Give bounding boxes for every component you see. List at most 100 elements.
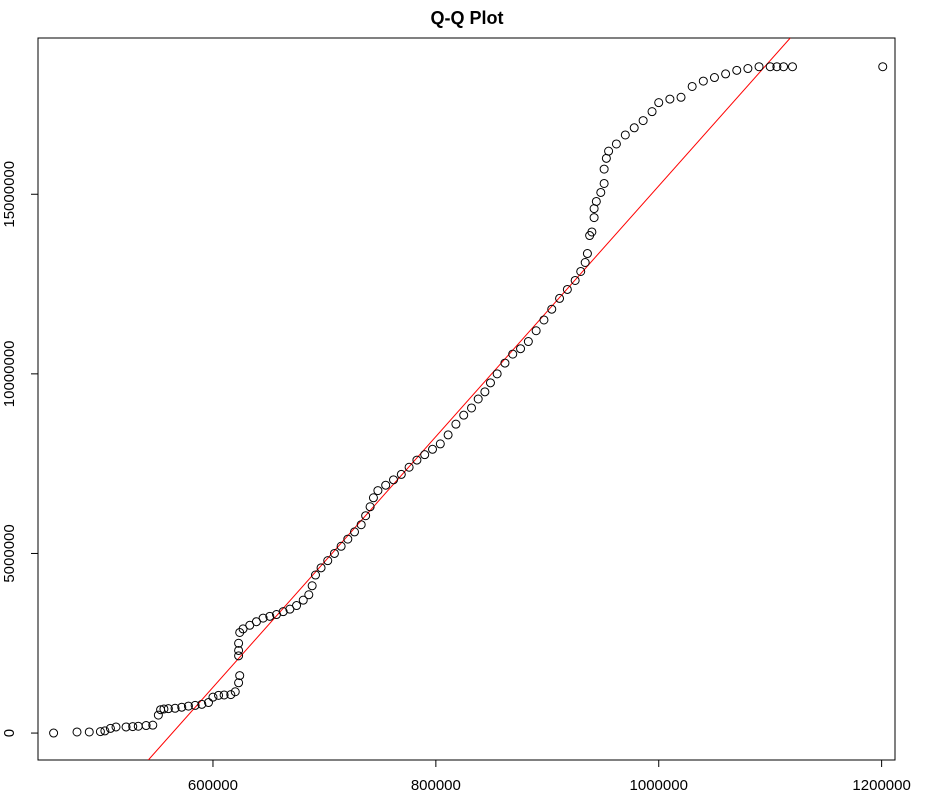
data-point	[226, 690, 236, 700]
data-point	[599, 164, 609, 174]
data-point	[230, 687, 240, 697]
data-point	[159, 704, 169, 714]
data-point	[368, 493, 378, 503]
x-tick-label: 1000000	[630, 777, 688, 794]
data-point	[580, 258, 590, 268]
data-point	[84, 727, 94, 737]
data-point	[208, 692, 218, 702]
data-point	[343, 534, 353, 544]
data-point	[214, 690, 224, 700]
data-point	[72, 727, 82, 737]
data-point	[105, 723, 115, 733]
plot-frame	[37, 37, 896, 761]
data-point	[539, 315, 549, 325]
data-point	[587, 227, 597, 237]
data-point	[304, 590, 314, 600]
x-tick-label: 1200000	[852, 777, 910, 794]
data-point	[389, 475, 399, 485]
data-point	[721, 69, 731, 79]
data-point	[428, 444, 438, 454]
data-point	[219, 690, 229, 700]
data-point	[111, 722, 121, 732]
data-point	[743, 64, 753, 74]
data-point	[787, 62, 797, 72]
data-point	[316, 563, 326, 573]
data-point	[396, 469, 406, 479]
data-point	[381, 480, 391, 490]
data-point	[412, 455, 422, 465]
data-point	[292, 601, 302, 611]
data-point	[153, 710, 163, 720]
data-point	[709, 73, 719, 83]
data-point	[779, 62, 789, 72]
data-point	[163, 704, 173, 714]
data-point	[732, 65, 742, 75]
reference-line	[147, 38, 791, 760]
data-point	[170, 703, 180, 713]
data-point	[772, 62, 782, 72]
data-point	[365, 502, 375, 512]
data-point	[435, 439, 445, 449]
data-point	[516, 344, 526, 354]
y-tick-label: 5000000	[1, 524, 18, 582]
x-tick-label: 600000	[188, 777, 238, 794]
data-point	[638, 116, 648, 126]
data-point	[451, 419, 461, 429]
data-point	[141, 721, 151, 731]
y-tick-label: 10000000	[1, 340, 18, 407]
data-point	[310, 570, 320, 580]
data-point	[687, 81, 697, 91]
data-point	[589, 213, 599, 223]
data-point	[459, 410, 469, 420]
data-point	[570, 275, 580, 285]
y-tick-label: 15000000	[1, 161, 18, 228]
data-point	[148, 720, 158, 730]
data-point	[562, 284, 572, 294]
data-point	[258, 613, 268, 623]
data-point	[197, 699, 207, 709]
data-point	[698, 76, 708, 86]
data-point	[647, 107, 657, 117]
data-point	[234, 638, 244, 648]
data-point	[555, 293, 565, 303]
data-point	[485, 378, 495, 388]
chart-title: Q-Q Plot	[430, 8, 504, 28]
data-point	[467, 403, 477, 413]
data-point	[336, 541, 346, 551]
data-point	[190, 700, 200, 710]
data-point	[298, 595, 308, 605]
data-point	[121, 722, 131, 732]
data-point	[547, 304, 557, 314]
data-point	[329, 548, 339, 558]
data-point	[234, 678, 244, 688]
data-point	[323, 556, 333, 566]
data-point	[531, 326, 541, 336]
x-axis: 600000 800000 1000000 1200000	[188, 759, 911, 794]
data-point	[754, 62, 764, 72]
data-point	[234, 645, 244, 655]
data-point	[373, 486, 383, 496]
data-point	[404, 462, 414, 472]
data-point	[523, 337, 533, 347]
data-point	[591, 196, 601, 206]
data-point	[361, 511, 371, 521]
data-point	[278, 607, 288, 617]
data-point	[604, 146, 614, 156]
data-point	[500, 358, 510, 368]
x-tick-label: 800000	[411, 777, 461, 794]
data-point	[265, 611, 275, 621]
y-tick-label: 0	[1, 729, 18, 737]
data-point	[596, 187, 606, 197]
data-point	[665, 94, 675, 104]
data-point	[177, 702, 187, 712]
data-point	[133, 721, 143, 731]
data-point	[349, 527, 359, 537]
data-point	[765, 62, 775, 72]
data-point	[654, 98, 664, 108]
data-point	[100, 726, 110, 736]
data-point	[508, 349, 518, 359]
data-point	[420, 450, 430, 460]
data-point	[492, 369, 502, 379]
data-point	[234, 651, 244, 661]
data-point	[443, 430, 453, 440]
